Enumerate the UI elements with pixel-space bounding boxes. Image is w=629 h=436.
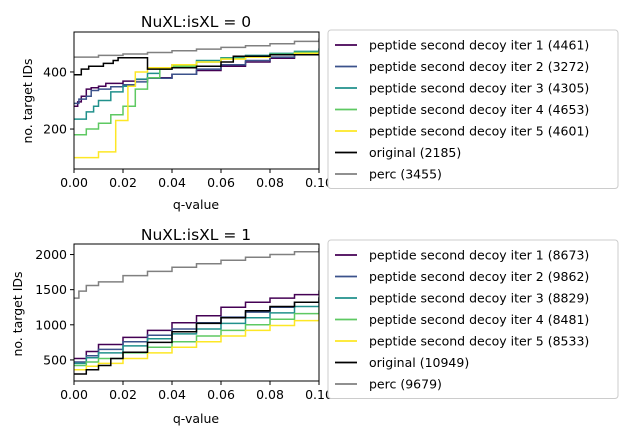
chart-top-title: NuXL:isXL = 0 [141, 13, 251, 31]
chart-bottom-legend-label-1: peptide second decoy iter 1 (8673) [369, 248, 589, 263]
chart-bottom-series-line-6 [74, 297, 319, 375]
chart-top-legend-label-3: peptide second decoy iter 3 (4305) [369, 81, 589, 96]
chart-top-series-line-5 [74, 51, 319, 159]
chart-bottom-xtick-label: 0.02 [109, 387, 137, 402]
chart-top-series-line-7 [74, 38, 319, 58]
chart-top-xlabel: q-value [173, 197, 220, 212]
chart-top-legend-box [327, 29, 619, 189]
chart-bottom-xtick-label: 0.04 [158, 387, 186, 402]
chart-bottom-legend-label-5: peptide second decoy iter 5 (8533) [369, 334, 589, 349]
chart-top-legend-label-6: original (2185) [369, 145, 461, 160]
chart-top-ytick-label: 400 [43, 64, 67, 79]
chart-top-series-line-2 [74, 51, 319, 105]
chart-bottom-ylabel: no. target IDs [10, 271, 25, 356]
chart-top-legend: peptide second decoy iter 1 (4461) peptid… [327, 29, 619, 189]
chart-top-xtick-label: 0.02 [109, 175, 137, 190]
chart-top-legend-label-5: peptide second decoy iter 5 (4601) [369, 124, 589, 139]
chart-bottom-legend-label-4: peptide second decoy iter 4 (8481) [369, 312, 589, 327]
chart-top-legend-label-7: perc (3455) [369, 167, 442, 182]
chart-top-axes-frame [73, 31, 320, 170]
chart-bottom-legend-box [327, 239, 619, 399]
chart-top-legend-label-4: peptide second decoy iter 4 (4653) [369, 102, 589, 117]
chart-top-ylabel: no. target IDs [20, 58, 35, 143]
chart-bottom-legend-label-7: perc (9679) [369, 377, 442, 392]
chart-bottom-series-line-1 [74, 290, 319, 360]
chart-top-legend-label-2: peptide second decoy iter 2 (3272) [369, 59, 589, 74]
chart-bottom-xtick-label: 0.00 [60, 387, 88, 402]
chart-bottom-series-line-7 [74, 248, 319, 299]
chart-bottom-xtick-label: 0.10 [305, 387, 333, 402]
chart-top-xtick-label: 0.00 [60, 175, 88, 190]
chart-bottom-series-line-5 [74, 314, 319, 371]
chart-bottom-ytick-label: 1000 [35, 317, 67, 332]
chart-top-xtick-label: 0.06 [207, 175, 235, 190]
chart-bottom-legend-label-3: peptide second decoy iter 3 (8829) [369, 291, 589, 306]
chart-bottom-xtick-label: 0.06 [207, 387, 235, 402]
chart-bottom-ytick-label: 2000 [35, 247, 67, 262]
chart-bottom-series-line-3 [74, 300, 319, 365]
chart-bottom-axes-frame [73, 243, 320, 382]
chart-top-ytick-label: 200 [43, 122, 67, 137]
chart-bottom-legend-label-6: original (10949) [369, 355, 469, 370]
chart-top: NuXL:isXL = 0 no. target IDs q-value 0.0… [20, 13, 619, 212]
chart-bottom-title: NuXL:isXL = 1 [141, 226, 251, 244]
chart-top-series-line-4 [74, 49, 319, 136]
chart-bottom-series-line-4 [74, 307, 319, 367]
chart-bottom-xtick-label: 0.08 [256, 387, 284, 402]
chart-bottom-legend-label-2: peptide second decoy iter 2 (9862) [369, 269, 589, 284]
chart-top-xtick-label: 0.08 [256, 175, 284, 190]
chart-bottom-ytick-label: 500 [43, 352, 67, 367]
chart-top-xtick-label: 0.10 [305, 175, 333, 190]
chart-top-series-line-6 [74, 54, 319, 76]
chart-top-legend-label-1: peptide second decoy iter 1 (4461) [369, 38, 589, 53]
chart-top-xtick-label: 0.04 [158, 175, 186, 190]
chart-bottom-ytick-label: 1500 [35, 282, 67, 297]
chart-bottom: NuXL:isXL = 1 no. target IDs q-value 0.0… [10, 226, 619, 426]
chart-bottom-legend: peptide second decoy iter 1 (8673) peptid… [327, 239, 619, 399]
chart-bottom-xlabel: q-value [173, 411, 220, 426]
